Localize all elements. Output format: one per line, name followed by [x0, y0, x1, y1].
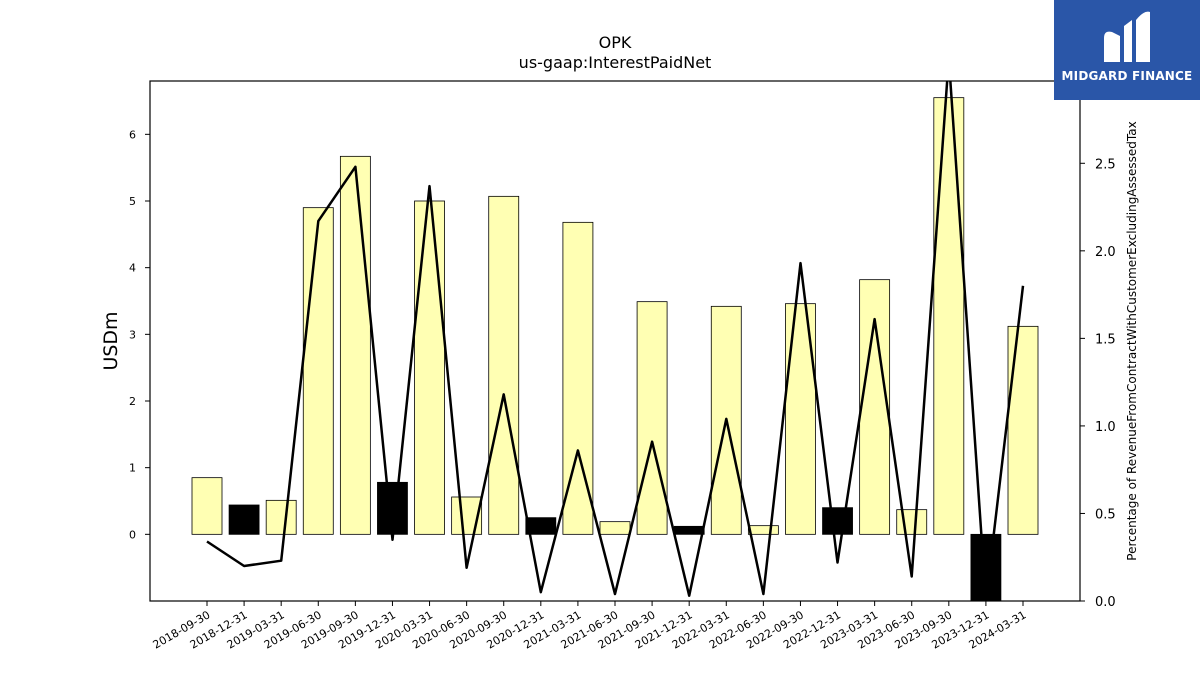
bar-2023-06-30 [896, 509, 928, 535]
bar-2022-12-31 [822, 507, 853, 535]
chart-title: OPK [599, 33, 632, 52]
y-tick-label: 3 [129, 328, 136, 341]
bar-2019-03-31 [265, 499, 297, 535]
chart-subtitle: us-gaap:InterestPaidNet [519, 53, 712, 72]
bar-series [191, 97, 1039, 602]
bar-2019-06-30 [302, 207, 334, 535]
bar-2021-03-31 [562, 221, 594, 535]
y2-tick-label: 0.5 [1095, 507, 1116, 522]
y-tick-label: 2 [129, 395, 136, 408]
y2-tick-label: 0.0 [1095, 595, 1116, 610]
y-axis-ticks: 0 1 2 3 4 5 6 [129, 128, 150, 541]
y-tick-label: 4 [129, 262, 136, 275]
bar-2020-03-31 [414, 200, 445, 535]
y2-axis-label: Percentage of RevenueFromContractWithCus… [1125, 121, 1139, 560]
brand-logo: MIDGARD FINANCE [1054, 0, 1200, 100]
bar-2021-09-30 [636, 301, 668, 535]
y2-tick-label: 1.5 [1095, 332, 1116, 347]
bar-2020-09-30 [488, 195, 520, 535]
y2-axis-ticks: 0.0 0.5 1.0 1.5 2.0 2.5 [1080, 157, 1116, 610]
logo-text: MIDGARD FINANCE [1061, 69, 1193, 83]
y2-tick-label: 2.0 [1095, 245, 1116, 260]
bar-2024-03-31 [1007, 325, 1039, 535]
series-line [206, 81, 1025, 601]
line-series [206, 81, 1025, 601]
bar-2023-09-30 [933, 97, 965, 535]
bar-2018-12-31 [228, 504, 260, 535]
bar-2021-06-30 [599, 521, 631, 535]
y2-tick-label: 2.5 [1095, 157, 1116, 172]
bar-2019-12-31 [377, 481, 408, 535]
bar-2018-09-30 [191, 477, 223, 535]
logo-mark-icon [1104, 11, 1150, 62]
y-tick-label: 0 [129, 528, 136, 541]
y-tick-label: 1 [129, 462, 136, 475]
bar-2020-12-31 [525, 517, 557, 535]
y-axis-label: USDm [100, 311, 122, 370]
bar-2022-06-30 [747, 525, 779, 535]
bar-2019-09-30 [339, 155, 371, 535]
bar-2021-12-31 [673, 525, 705, 535]
y-tick-label: 6 [129, 128, 136, 141]
y-tick-label: 5 [129, 195, 136, 208]
x-axis-ticks: 2018-09-302018-12-312019-03-312019-06-30… [151, 601, 1029, 652]
y2-tick-label: 1.0 [1095, 420, 1116, 435]
